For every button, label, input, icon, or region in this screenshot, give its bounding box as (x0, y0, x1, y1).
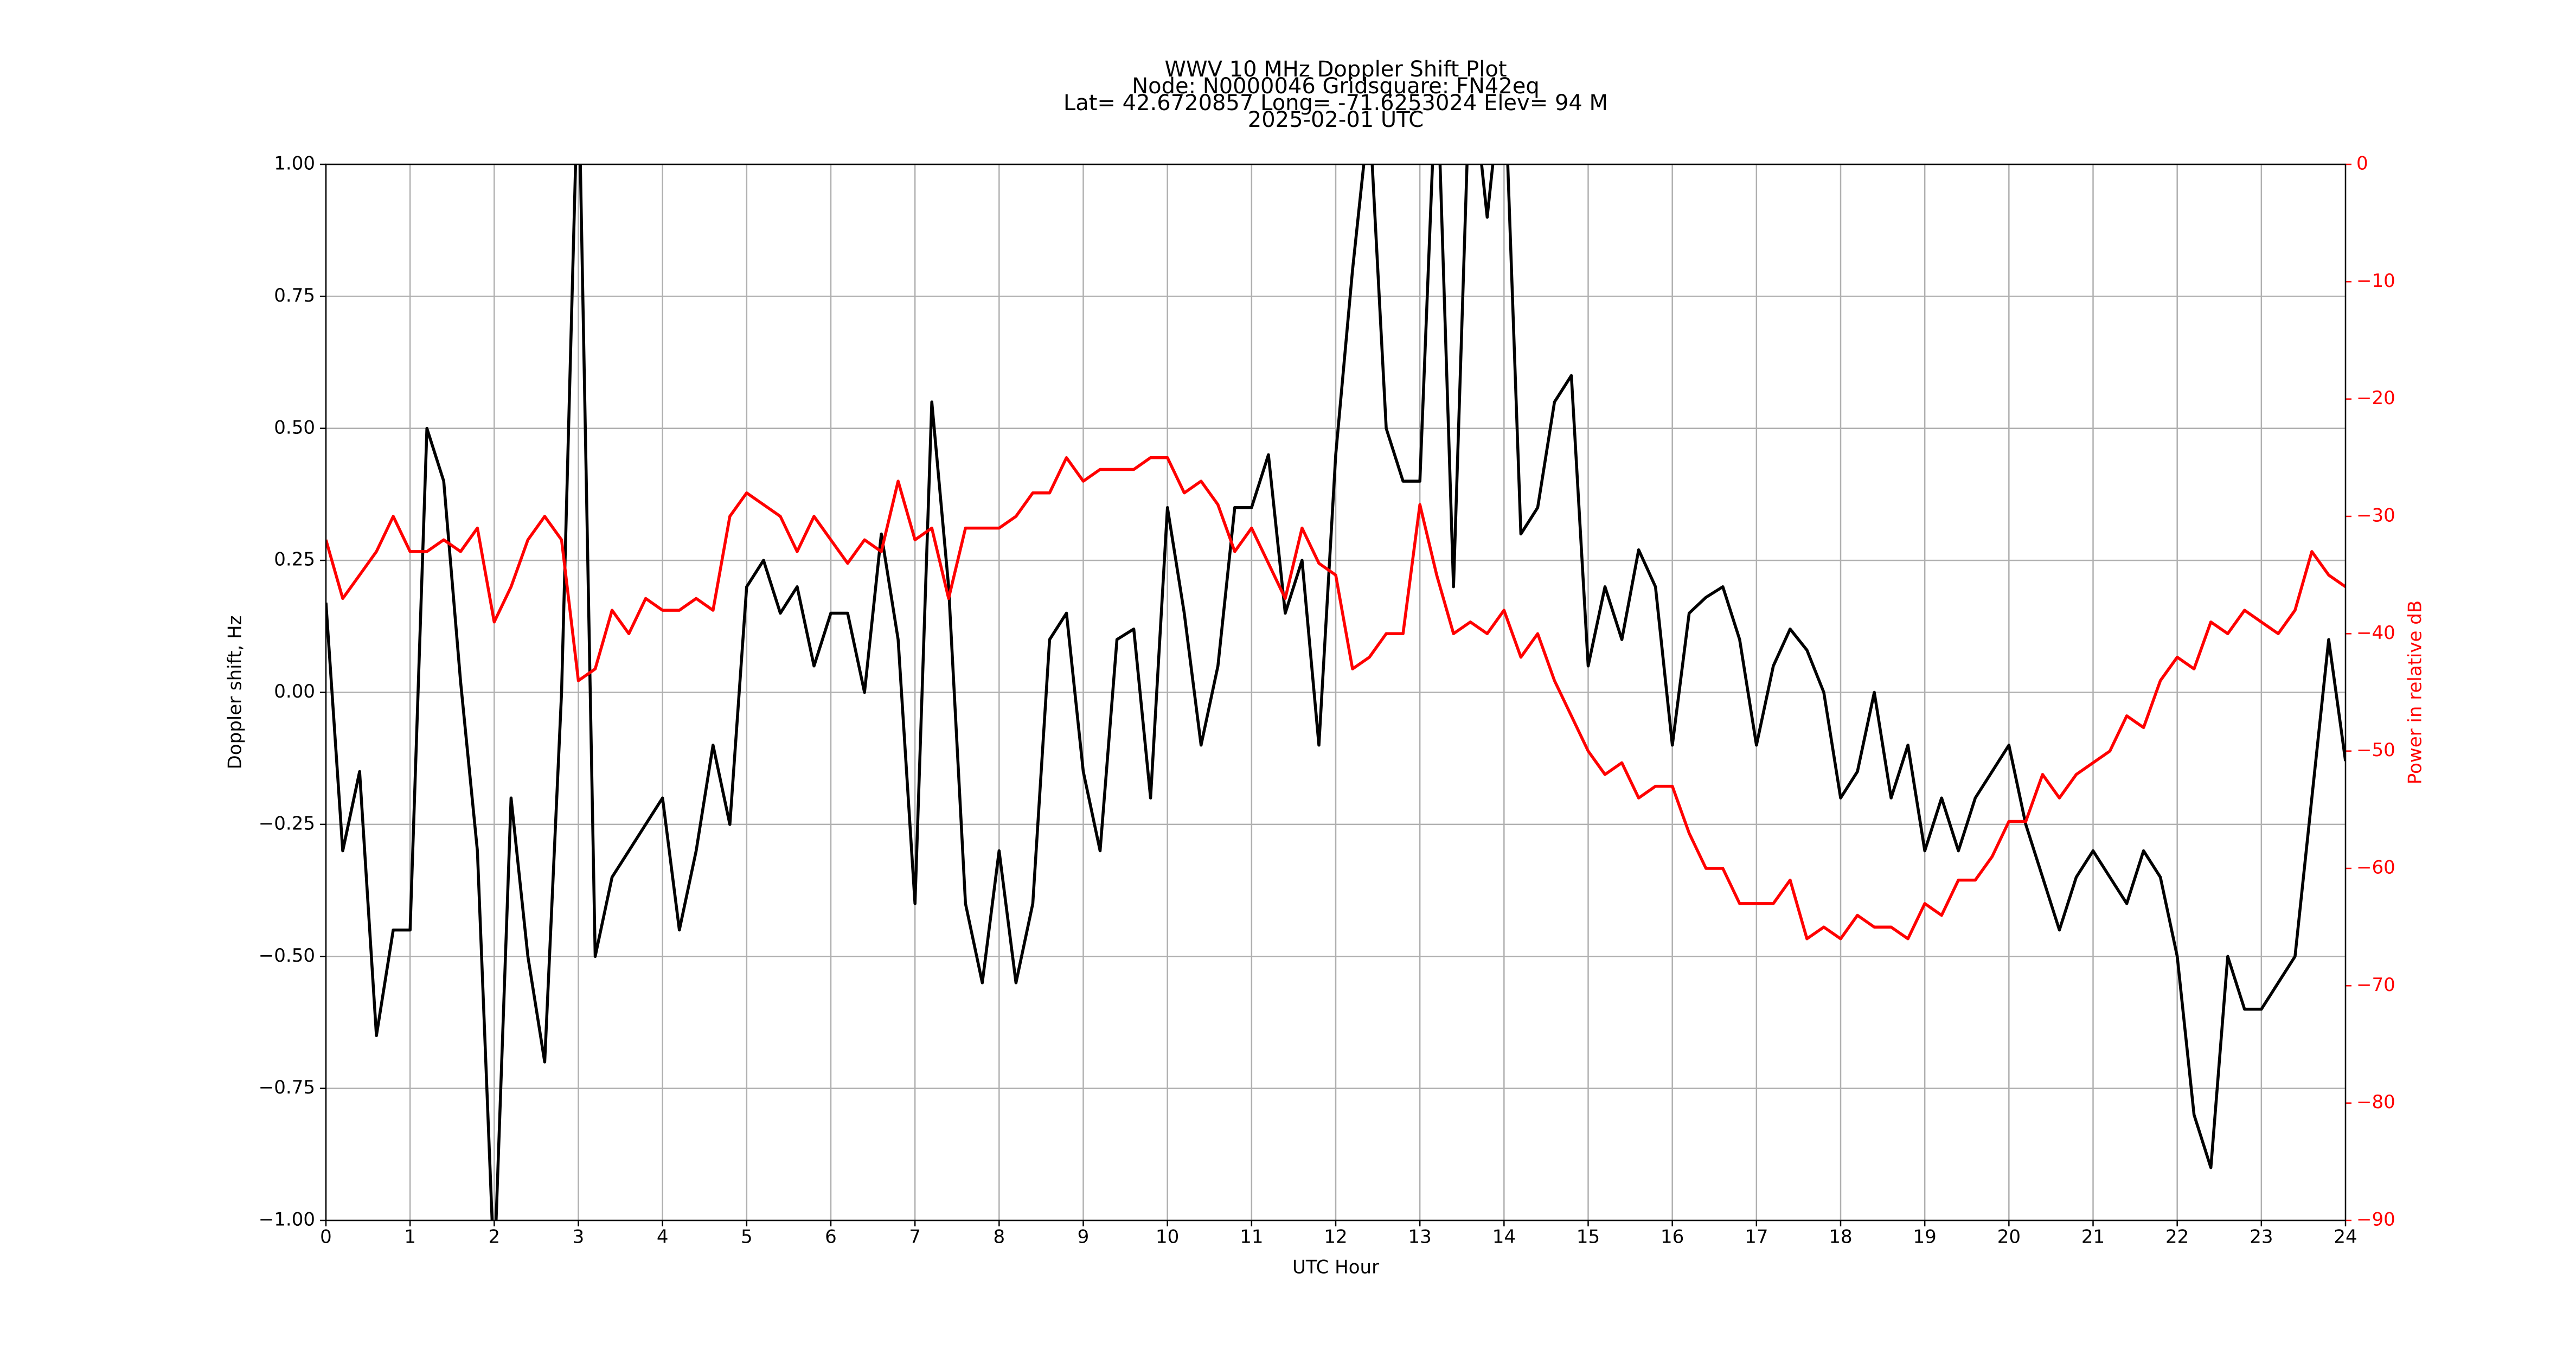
y2-tick-label: −50 (2356, 739, 2395, 761)
x-tick-label: 6 (825, 1226, 837, 1248)
y2-tick-label: −40 (2356, 622, 2395, 644)
x-tick-label: 17 (1745, 1226, 1768, 1248)
y2-tick-label: −20 (2356, 387, 2395, 409)
y2-tick-label: 0 (2356, 153, 2368, 175)
y2-tick-label: −60 (2356, 857, 2395, 879)
y2-tick-label: −90 (2356, 1209, 2395, 1231)
x-tick-label: 5 (741, 1226, 753, 1248)
x-tick-label: 3 (573, 1226, 585, 1248)
y2-tick-label: −30 (2356, 505, 2395, 527)
x-tick-label: 8 (994, 1226, 1005, 1248)
plot-frame (325, 163, 2347, 1221)
chart-title: WWV 10 MHz Doppler Shift Plot (1164, 57, 1507, 82)
x-tick-label: 14 (1492, 1226, 1516, 1248)
x-tick-label: 0 (320, 1226, 332, 1248)
x-tick-label: 18 (1829, 1226, 1852, 1248)
plot-area (326, 164, 2346, 1220)
x-tick-label: 15 (1577, 1226, 1600, 1248)
x-tick-label: 9 (1078, 1226, 1090, 1248)
y-tick-label: −1.00 (259, 1209, 315, 1231)
chart-title: Lat= 42.6720857 Long= -71.6253024 Elev= … (1063, 91, 1608, 116)
y2-tick-label: −70 (2356, 974, 2395, 996)
y-tick-label: 1.00 (274, 153, 315, 175)
data-line (326, 456, 2346, 941)
y-tick-label: −0.75 (259, 1077, 315, 1098)
x-tick-label: 24 (2334, 1226, 2357, 1248)
y-axis-label: Doppler shift, Hz (225, 616, 246, 770)
chart-title: 2025-02-01 UTC (1248, 107, 1424, 132)
y2-axis-label: Power in relative dB (2405, 600, 2426, 784)
x-tick-label: 19 (1913, 1226, 1937, 1248)
x-tick-label: 1 (404, 1226, 416, 1248)
chart-title: Node: N0000046 Gridsquare: FN42eq (1132, 74, 1540, 99)
y-tick-label: −0.25 (259, 813, 315, 834)
x-tick-label: 20 (1997, 1226, 2021, 1248)
y-tick-label: 0.50 (274, 417, 315, 438)
y2-tick-label: −80 (2356, 1091, 2395, 1113)
data-line (326, 164, 2346, 1220)
x-tick-label: 7 (909, 1226, 921, 1248)
x-tick-label: 13 (1408, 1226, 1432, 1248)
x-tick-label: 4 (657, 1226, 669, 1248)
y2-tick-label: −10 (2356, 270, 2395, 292)
x-tick-label: 21 (2081, 1226, 2105, 1248)
y-tick-label: −0.50 (259, 945, 315, 967)
x-tick-label: 11 (1240, 1226, 1263, 1248)
x-tick-label: 2 (489, 1226, 501, 1248)
y-tick-label: 0.25 (274, 549, 315, 571)
y-tick-label: 0.00 (274, 681, 315, 702)
x-tick-label: 10 (1156, 1226, 1179, 1248)
x-tick-label: 16 (1661, 1226, 1684, 1248)
x-axis-label: UTC Hour (1292, 1257, 1379, 1278)
x-tick-label: 12 (1324, 1226, 1347, 1248)
x-tick-label: 22 (2165, 1226, 2189, 1248)
x-tick-label: 23 (2250, 1226, 2273, 1248)
y-tick-label: 0.75 (274, 285, 315, 306)
